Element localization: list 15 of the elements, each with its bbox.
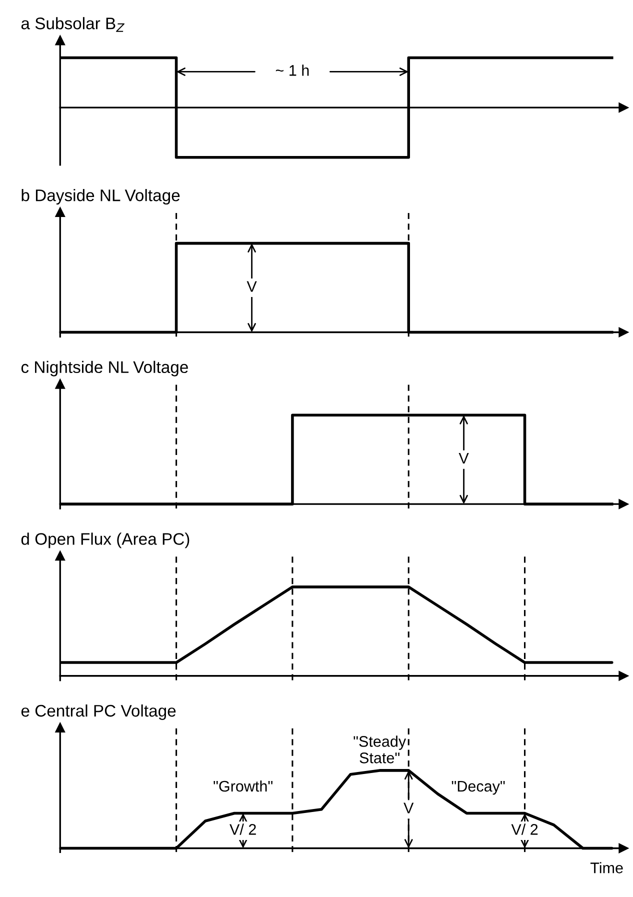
- annotation: V: [404, 802, 414, 814]
- x-axis-title: Time: [590, 862, 623, 874]
- annotation: ~ 1 h: [276, 64, 309, 76]
- chart-title: e Central PC Voltage: [21, 704, 176, 720]
- annotation: V: [458, 453, 469, 464]
- chart-title: d Open Flux (Area PC): [21, 532, 190, 548]
- annotation: V/ 2: [230, 824, 256, 835]
- chart-title: b Dayside NL Voltage: [22, 188, 180, 205]
- annotation: "Decay": [452, 781, 505, 795]
- annotation: "Growth": [214, 780, 272, 792]
- chart-title: c Nightside NL Voltage: [21, 360, 188, 376]
- text: "Steady State": [354, 736, 406, 764]
- annotation: V: [246, 281, 257, 292]
- chart-title: a Subsolar B$_{Z}$: [21, 17, 124, 32]
- annotation: V/ 2: [511, 824, 538, 835]
